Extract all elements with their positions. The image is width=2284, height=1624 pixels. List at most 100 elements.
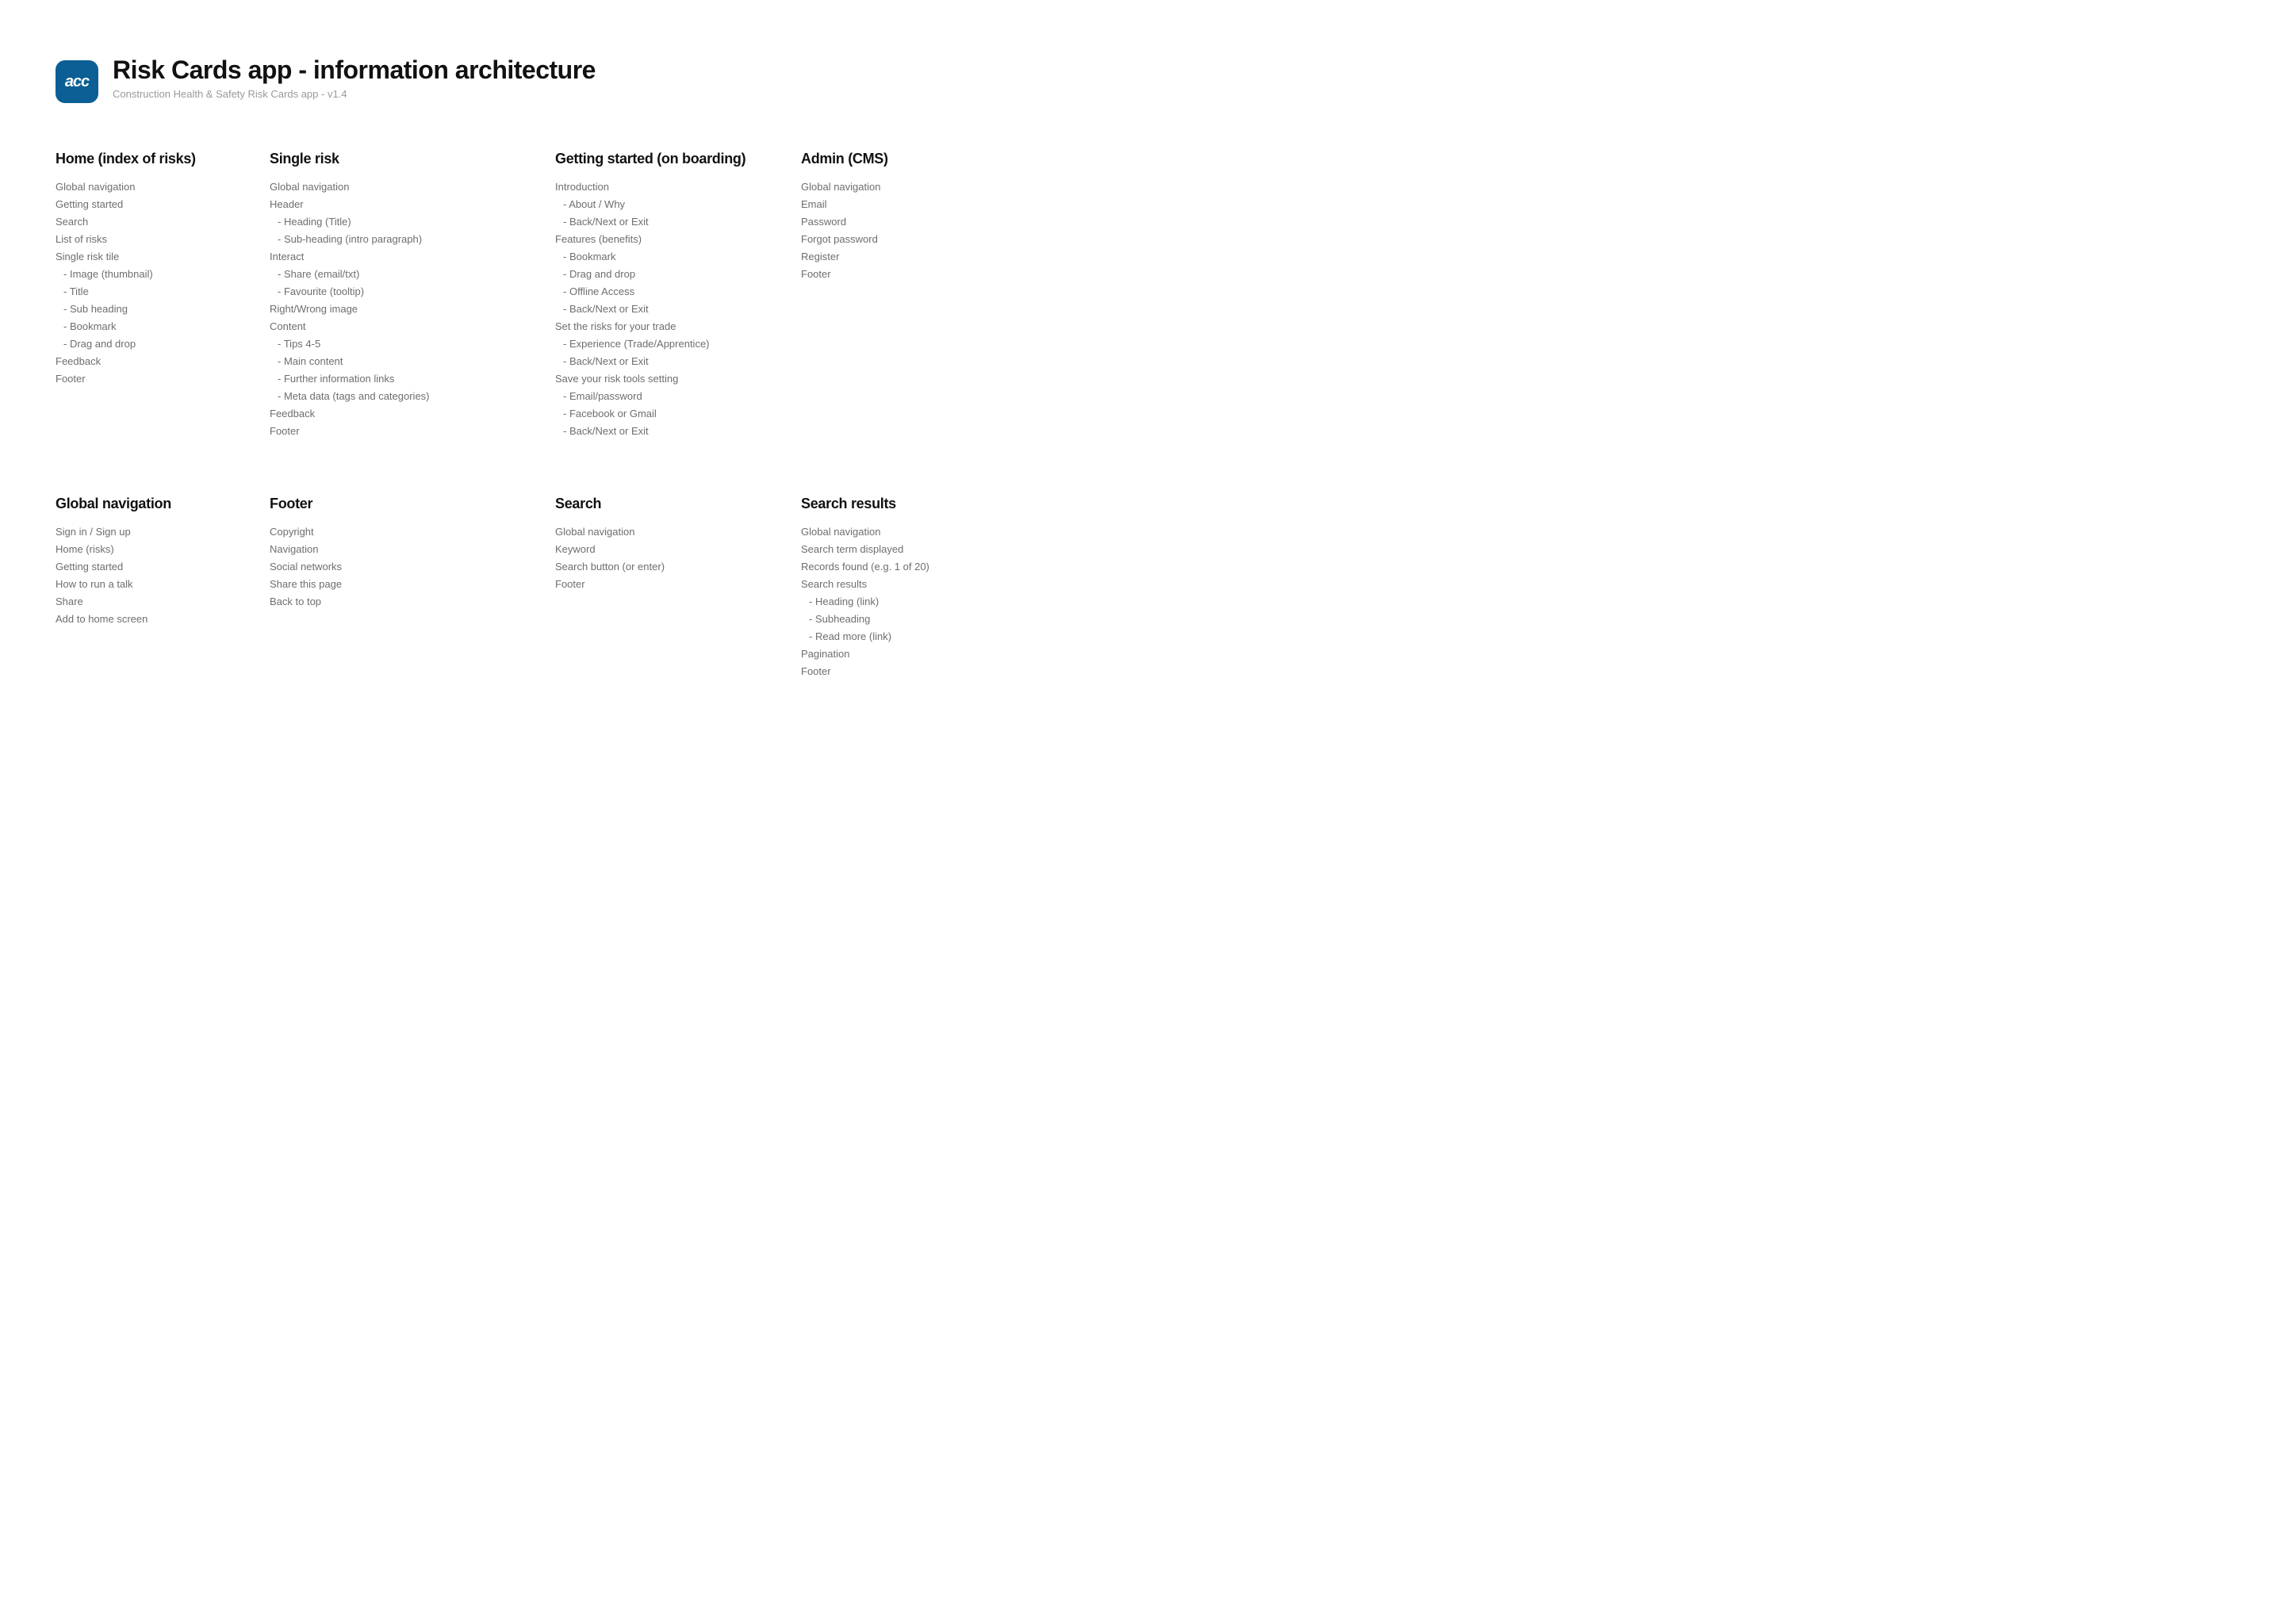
- list-item: Share: [56, 593, 246, 611]
- list-item: Offline Access: [555, 283, 777, 301]
- list-item: Email: [801, 196, 991, 213]
- list-item: Search results: [801, 576, 991, 593]
- list-item: Header: [270, 196, 531, 213]
- section-list: Global navigationHeaderHeading (Title)Su…: [270, 178, 531, 440]
- page: acc Risk Cards app - information archite…: [0, 0, 1015, 728]
- list-item: Subheading: [801, 611, 991, 628]
- list-item: Features (benefits): [555, 231, 777, 248]
- sections-grid: Home (index of risks) Global navigationG…: [56, 151, 960, 680]
- list-item: Sub-heading (intro paragraph): [270, 231, 531, 248]
- list-item: Introduction: [555, 178, 777, 196]
- section-footer: Footer CopyrightNavigationSocial network…: [270, 496, 531, 680]
- list-item: Heading (Title): [270, 213, 531, 231]
- list-item: Main content: [270, 353, 531, 370]
- section-search: Search Global navigationKeywordSearch bu…: [555, 496, 777, 680]
- list-item: Keyword: [555, 541, 777, 558]
- section-title: Home (index of risks): [56, 151, 246, 167]
- page-subtitle: Construction Health & Safety Risk Cards …: [113, 88, 596, 100]
- list-item: Global navigation: [801, 523, 991, 541]
- title-block: Risk Cards app - information architectur…: [113, 56, 596, 100]
- header: acc Risk Cards app - information archite…: [56, 56, 960, 103]
- list-item: Footer: [270, 423, 531, 440]
- list-item: Global navigation: [56, 178, 246, 196]
- list-item: Experience (Trade/Apprentice): [555, 335, 777, 353]
- section-admin: Admin (CMS) Global navigationEmailPasswo…: [801, 151, 991, 440]
- list-item: Forgot password: [801, 231, 991, 248]
- section-list: CopyrightNavigationSocial networksShare …: [270, 523, 531, 611]
- list-item: Footer: [555, 576, 777, 593]
- list-item: Drag and drop: [555, 266, 777, 283]
- list-item: Read more (link): [801, 628, 991, 645]
- section-title: Search: [555, 496, 777, 512]
- app-icon: acc: [56, 60, 98, 103]
- list-item: Navigation: [270, 541, 531, 558]
- list-item: Tips 4-5: [270, 335, 531, 353]
- list-item: Global navigation: [801, 178, 991, 196]
- list-item: Single risk tile: [56, 248, 246, 266]
- section-list: Sign in / Sign upHome (risks)Getting sta…: [56, 523, 246, 628]
- list-item: Title: [56, 283, 246, 301]
- list-item: Facebook or Gmail: [555, 405, 777, 423]
- list-item: Footer: [801, 266, 991, 283]
- page-title: Risk Cards app - information architectur…: [113, 56, 596, 85]
- section-list: Global navigationSearch term displayedRe…: [801, 523, 991, 680]
- list-item: Save your risk tools setting: [555, 370, 777, 388]
- list-item: Pagination: [801, 645, 991, 663]
- section-list: IntroductionAbout / WhyBack/Next or Exit…: [555, 178, 777, 440]
- list-item: Search: [56, 213, 246, 231]
- list-item: Back to top: [270, 593, 531, 611]
- list-item: Footer: [56, 370, 246, 388]
- section-title: Admin (CMS): [801, 151, 991, 167]
- section-title: Global navigation: [56, 496, 246, 512]
- section-list: Global navigationKeywordSearch button (o…: [555, 523, 777, 593]
- list-item: Copyright: [270, 523, 531, 541]
- list-item: About / Why: [555, 196, 777, 213]
- list-item: Back/Next or Exit: [555, 213, 777, 231]
- list-item: Global navigation: [555, 523, 777, 541]
- section-list: Global navigationEmailPasswordForgot pas…: [801, 178, 991, 283]
- list-item: Right/Wrong image: [270, 301, 531, 318]
- section-title: Search results: [801, 496, 991, 512]
- list-item: Sub heading: [56, 301, 246, 318]
- list-item: Set the risks for your trade: [555, 318, 777, 335]
- list-item: Back/Next or Exit: [555, 301, 777, 318]
- list-item: List of risks: [56, 231, 246, 248]
- list-item: Footer: [801, 663, 991, 680]
- section-home: Home (index of risks) Global navigationG…: [56, 151, 246, 440]
- list-item: Share this page: [270, 576, 531, 593]
- list-item: Register: [801, 248, 991, 266]
- section-getting-started: Getting started (on boarding) Introducti…: [555, 151, 777, 440]
- list-item: Records found (e.g. 1 of 20): [801, 558, 991, 576]
- list-item: Back/Next or Exit: [555, 353, 777, 370]
- list-item: Social networks: [270, 558, 531, 576]
- list-item: Content: [270, 318, 531, 335]
- list-item: Getting started: [56, 196, 246, 213]
- section-list: Global navigationGetting startedSearchLi…: [56, 178, 246, 388]
- list-item: Heading (link): [801, 593, 991, 611]
- section-global-nav: Global navigation Sign in / Sign upHome …: [56, 496, 246, 680]
- list-item: Search button (or enter): [555, 558, 777, 576]
- list-item: Feedback: [56, 353, 246, 370]
- list-item: Meta data (tags and categories): [270, 388, 531, 405]
- list-item: Global navigation: [270, 178, 531, 196]
- list-item: Add to home screen: [56, 611, 246, 628]
- list-item: Further information links: [270, 370, 531, 388]
- list-item: Email/password: [555, 388, 777, 405]
- list-item: Password: [801, 213, 991, 231]
- list-item: Bookmark: [56, 318, 246, 335]
- list-item: Bookmark: [555, 248, 777, 266]
- list-item: How to run a talk: [56, 576, 246, 593]
- list-item: Back/Next or Exit: [555, 423, 777, 440]
- list-item: Getting started: [56, 558, 246, 576]
- list-item: Feedback: [270, 405, 531, 423]
- list-item: Favourite (tooltip): [270, 283, 531, 301]
- app-icon-label: acc: [65, 73, 89, 91]
- section-single-risk: Single risk Global navigationHeaderHeadi…: [270, 151, 531, 440]
- list-item: Sign in / Sign up: [56, 523, 246, 541]
- list-item: Home (risks): [56, 541, 246, 558]
- list-item: Interact: [270, 248, 531, 266]
- section-title: Getting started (on boarding): [555, 151, 777, 167]
- section-search-results: Search results Global navigationSearch t…: [801, 496, 991, 680]
- section-title: Single risk: [270, 151, 531, 167]
- list-item: Image (thumbnail): [56, 266, 246, 283]
